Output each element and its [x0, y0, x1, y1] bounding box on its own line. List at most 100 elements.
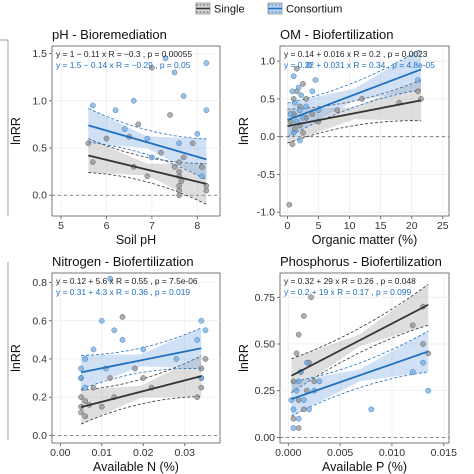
consortium-point-5: [295, 84, 302, 91]
consortium-point-3: [144, 135, 151, 142]
consortium-point-9: [194, 130, 201, 137]
consortium-point-12: [198, 317, 205, 324]
y-tick-label-4: 1.0: [260, 56, 275, 68]
single-point-20: [149, 64, 155, 71]
single-point-5: [300, 313, 307, 319]
x-axis-label: Available P (%): [322, 460, 407, 474]
legend-label-0: Single: [214, 4, 245, 16]
single-point-2: [295, 397, 302, 403]
single-band-upper: [287, 79, 422, 110]
single-point-19: [300, 80, 306, 87]
single-band-lower: [80, 396, 202, 425]
single-point-17: [198, 164, 205, 170]
single-point-10: [176, 192, 182, 199]
y-tick-label-1: 0.5: [32, 143, 47, 155]
consortium-point-15: [82, 384, 89, 391]
x-tick-label-2: 7: [149, 220, 155, 232]
single-point-7: [107, 375, 113, 381]
x-tick-label-2: 10: [344, 220, 356, 232]
consortium-point-3: [295, 415, 302, 422]
single-point-4: [82, 398, 89, 404]
x-tick-label-3: 8: [194, 220, 200, 232]
single-point-20: [286, 201, 293, 208]
y-tick-label-1: 0.25: [255, 385, 276, 397]
consortium-point-6: [300, 397, 307, 403]
consortium-confidence-band: [287, 49, 422, 138]
single-point-0: [78, 409, 84, 416]
consortium-confidence-band: [81, 327, 202, 390]
consortium-point-3: [292, 99, 298, 106]
single-regression-line: [80, 375, 202, 408]
single-point-19: [203, 187, 210, 194]
single-point-15: [198, 365, 205, 372]
consortium-band-lower: [88, 141, 207, 181]
consortium-band-lower: [80, 368, 202, 390]
consortium-point-8: [306, 406, 312, 413]
y-tick-label-2: 0.4: [32, 353, 47, 365]
single-point-0: [85, 140, 92, 147]
consortium-point-4: [295, 378, 302, 385]
consortium-band-upper: [291, 330, 429, 383]
y-axis-label: lnRR: [237, 344, 251, 372]
single-point-2: [78, 394, 84, 401]
single-point-5: [90, 384, 97, 391]
single-confidence-band: [291, 284, 429, 393]
plot-area: [279, 45, 450, 217]
plot-area: [279, 272, 450, 444]
consortium-point-10: [309, 88, 316, 95]
consortium-band-upper: [287, 48, 422, 104]
x-tick-label-1: 5: [316, 220, 322, 232]
single-point-17: [202, 356, 209, 362]
panel-title: Nitrogen - Biofertilization: [52, 254, 194, 269]
x-axis-label: Soil pH: [116, 233, 156, 247]
y-tick-label-3: 1.5: [32, 48, 47, 60]
y-axis-label: lnRR: [237, 117, 251, 145]
consortium-band-upper: [88, 107, 207, 140]
single-point-8: [308, 294, 314, 301]
single-band-upper: [291, 284, 429, 360]
y-tick-label-3: 0.75: [255, 292, 276, 304]
consortium-point-4: [149, 154, 155, 161]
consortium-equation: y = 0.31 + 4.3 x R = 0.36 , p = 0.019: [56, 287, 190, 297]
y-tick-label-3: 0.5: [260, 93, 275, 105]
single-point-17: [289, 141, 296, 148]
plot-area: [51, 45, 221, 217]
single-confidence-band: [287, 80, 422, 144]
consortium-point-5: [162, 55, 169, 62]
consortium-point-7: [304, 359, 310, 366]
consortium-point-11: [368, 406, 375, 413]
consortium-point-6: [171, 69, 178, 76]
y-axis-label: lnRR: [9, 344, 23, 372]
consortium-point-12: [312, 77, 319, 83]
single-point-18: [293, 65, 300, 72]
single-point-13: [420, 341, 426, 347]
single-point-15: [180, 154, 187, 161]
single-point-9: [119, 314, 126, 320]
consortium-point-8: [119, 337, 126, 343]
consortium-point-13: [420, 359, 426, 366]
single-point-0: [290, 378, 297, 385]
single-point-3: [82, 413, 89, 420]
consortium-point-1: [112, 107, 119, 114]
x-tick-label-0: 0.00: [50, 447, 71, 459]
consortium-point-11: [203, 107, 210, 114]
consortium-point-12: [409, 369, 416, 375]
consortium-point-10: [316, 378, 323, 385]
single-point-10: [295, 425, 302, 431]
consortium-point-1: [289, 88, 296, 95]
single-equation: y = 0.14 + 0.016 x R = 0.2 , p = 0.0023: [284, 49, 428, 59]
consortium-equation: y = 0.22 + 0.031 x R = 0.34 , p = 4.8e-0…: [284, 60, 435, 70]
single-point-11: [140, 375, 147, 381]
consortium-regression-line: [287, 68, 422, 121]
consortium-point-2: [82, 356, 89, 362]
y-tick-label-2: 0.50: [255, 338, 276, 350]
x-tick-label-0: 5: [58, 220, 64, 232]
single-point-5: [135, 121, 142, 128]
single-point-10: [132, 365, 138, 372]
consortium-point-14: [425, 387, 432, 394]
consortium-point-7: [176, 140, 182, 147]
legend-label-1: Consortium: [286, 4, 342, 16]
panel-title: OM - Biofertilization: [280, 27, 393, 42]
consortium-point-8: [300, 114, 306, 121]
panel-title: pH - Bioremediation: [52, 27, 167, 42]
